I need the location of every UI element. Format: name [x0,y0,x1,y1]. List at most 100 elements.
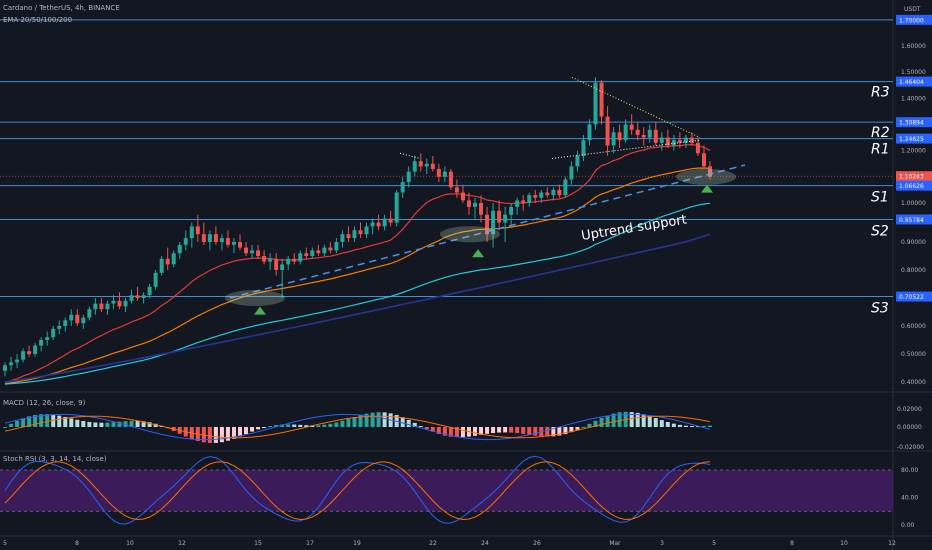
candle-body [503,214,508,223]
candle-body [466,200,471,207]
candle-body [340,234,345,242]
macd-histogram-bar [346,418,351,427]
candle-body [515,200,520,207]
up-arrow-marker [254,306,266,315]
macd-histogram-bar [689,426,694,428]
candle-body [129,295,134,301]
candle-body [521,200,526,203]
stoch-k-line [4,455,711,525]
candle-body [448,171,453,188]
price-tick-label: 1.00000 [901,200,926,207]
macd-histogram-bar [497,427,502,433]
price-axis[interactable]: 1.60000 1.50000 1.40000 1.20000 1.00000 0.900… [896,14,932,386]
price-tag-label: 0.95784 [899,217,924,224]
rsi-tick-label: 40.00 [901,495,918,502]
macd-histogram-bar [117,421,122,427]
triangle-top-line [571,76,701,139]
candle-body [388,218,393,223]
macd-histogram-bar [358,415,363,427]
candle-body [105,303,110,310]
candle-body [671,140,676,146]
price-tag-label: 1.10243 [899,174,924,181]
price-tick-label: 0.40000 [901,379,926,386]
candle-body [689,137,694,143]
price-tick-label: 1.40000 [901,95,926,102]
annotations: Uptrend support [225,76,746,315]
level-label-r3: R3 [871,85,890,101]
candle-body [177,244,182,254]
time-axis[interactable]: 5 8 10 12 15 17 19 22 24 26 Mar 3 5 8 10 12 [3,540,896,547]
macd-histogram-bar [225,427,230,441]
candle-body [298,253,303,262]
macd-histogram-bar [575,427,580,430]
highlight-zone [440,226,500,243]
candle-body [322,247,327,254]
candle-body [479,203,484,215]
candle-body [274,258,279,270]
time-tick-label: 19 [353,540,361,547]
candle-body [225,238,230,245]
candle-body [280,264,285,270]
price-tag [896,291,932,302]
rsi-tick-label: 80.00 [901,467,918,474]
stoch-rsi-label[interactable]: Stoch RSI (3, 3, 14, 14, close) [3,455,107,463]
macd-histogram-bar [617,412,622,427]
macd-histogram-bar [424,427,429,430]
macd-panel: 0.02000 0.00000 -0.02000 [3,406,924,451]
macd-histogram-bar [677,424,682,427]
ema-100-line [4,202,711,385]
macd-tick-label: -0.02000 [897,444,924,451]
macd-histogram-bar [491,427,496,434]
time-tick-label: 12 [178,540,186,547]
macd-histogram-bar [593,420,598,427]
time-tick-label: 8 [790,540,794,547]
macd-histogram-bar [418,426,423,428]
candle-body [171,253,176,265]
candle-body [683,137,688,143]
symbol-title: Cardano / TetherUS, 4h, BINANCE [3,4,120,12]
candle-body [99,303,104,310]
price-tick-label: 0.60000 [901,323,926,330]
candle-body [213,234,218,242]
level-label-r2: R2 [871,125,890,141]
macd-histogram-bar [21,418,26,427]
macd-histogram-bar [527,427,532,435]
candle-body [21,351,26,360]
macd-histogram-bar [9,423,14,427]
candle-body [454,187,459,193]
candle-body [189,226,194,239]
ema-indicator-label[interactable]: EMA 20/50/100/200 [3,16,73,24]
macd-histogram-bar [599,417,604,427]
ema-20-line [4,143,711,384]
time-tick-label: 3 [660,540,664,547]
macd-histogram-bar [521,427,526,434]
macd-histogram-bar [15,420,20,427]
candle-body [647,129,652,138]
candle-body [195,226,200,235]
highlight-zone [676,168,736,185]
macd-histogram-bar [87,421,92,427]
macd-histogram-bar [51,414,56,427]
macd-histogram-bar [304,425,309,427]
candle-body [250,250,255,254]
price-tick-label: 0.50000 [901,351,926,358]
candle-body [545,192,550,196]
macd-histogram-bar [153,423,158,427]
uptrend-support-label: Uptrend support [580,212,688,243]
macd-histogram-bar [448,427,453,437]
rsi-tick-label: 0.00 [901,522,915,529]
macd-label[interactable]: MACD (12, 26, close, 9) [3,399,86,407]
macd-histogram-bar [250,427,255,432]
macd-histogram-bar [69,418,74,427]
candle-body [238,242,242,248]
candle-body [473,203,477,207]
macd-histogram-bar [364,413,369,427]
macd-histogram-bar [557,427,562,436]
macd-histogram-bar [262,427,267,428]
candle-body [51,328,56,338]
candle-body [15,359,20,363]
macd-histogram-bar [111,422,116,427]
macd-histogram-bar [201,427,206,443]
